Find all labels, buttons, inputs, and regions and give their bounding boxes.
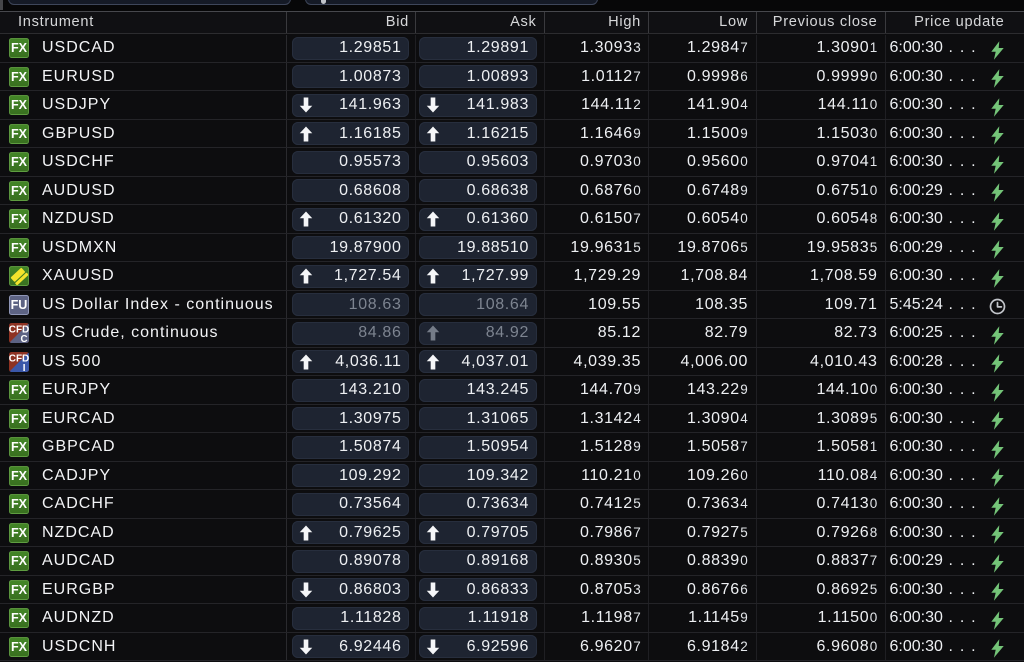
svg-text:C: C	[21, 334, 28, 343]
svg-text:I: I	[23, 363, 26, 372]
svg-text:CFD: CFD	[9, 324, 29, 335]
svg-text:CFD: CFD	[9, 353, 29, 364]
